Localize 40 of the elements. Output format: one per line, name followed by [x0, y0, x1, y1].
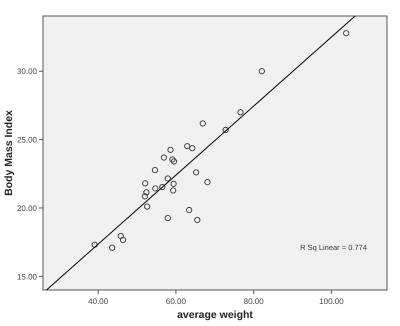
y-tick-label: 25.00 [16, 136, 38, 145]
point [152, 167, 158, 174]
point [167, 146, 174, 153]
point [186, 206, 192, 214]
point [164, 214, 171, 222]
point [184, 143, 190, 150]
point [159, 184, 166, 190]
point [343, 30, 350, 36]
point [118, 232, 124, 240]
x-tick-label: 40.00 [88, 297, 109, 306]
x-tick-label: 100.00 [319, 297, 344, 306]
point [170, 158, 178, 165]
y-tick-label: 15.00 [16, 272, 38, 282]
x-axis-title: average weight [177, 309, 254, 321]
point [204, 179, 211, 186]
point [142, 193, 148, 200]
y-tick-label: 20.00 [16, 204, 38, 213]
point [109, 244, 116, 251]
point [160, 154, 167, 161]
y-axis-title: Body Mass Index [3, 110, 15, 196]
x-tick-label: 60.00 [166, 297, 186, 306]
point [194, 216, 200, 224]
point [152, 185, 158, 192]
point [200, 120, 206, 127]
point [142, 180, 148, 186]
point [92, 242, 98, 248]
x-tick-label: 80.00 [244, 297, 264, 306]
y-tick-label: 30.00 [16, 67, 38, 76]
point [237, 109, 244, 116]
point [170, 187, 176, 194]
point [189, 145, 196, 152]
point [120, 236, 126, 244]
point [143, 189, 150, 196]
point [193, 169, 200, 176]
point [144, 204, 150, 210]
point [222, 126, 229, 133]
point [258, 68, 265, 74]
point [170, 180, 177, 187]
point [169, 156, 176, 163]
point [164, 175, 171, 182]
